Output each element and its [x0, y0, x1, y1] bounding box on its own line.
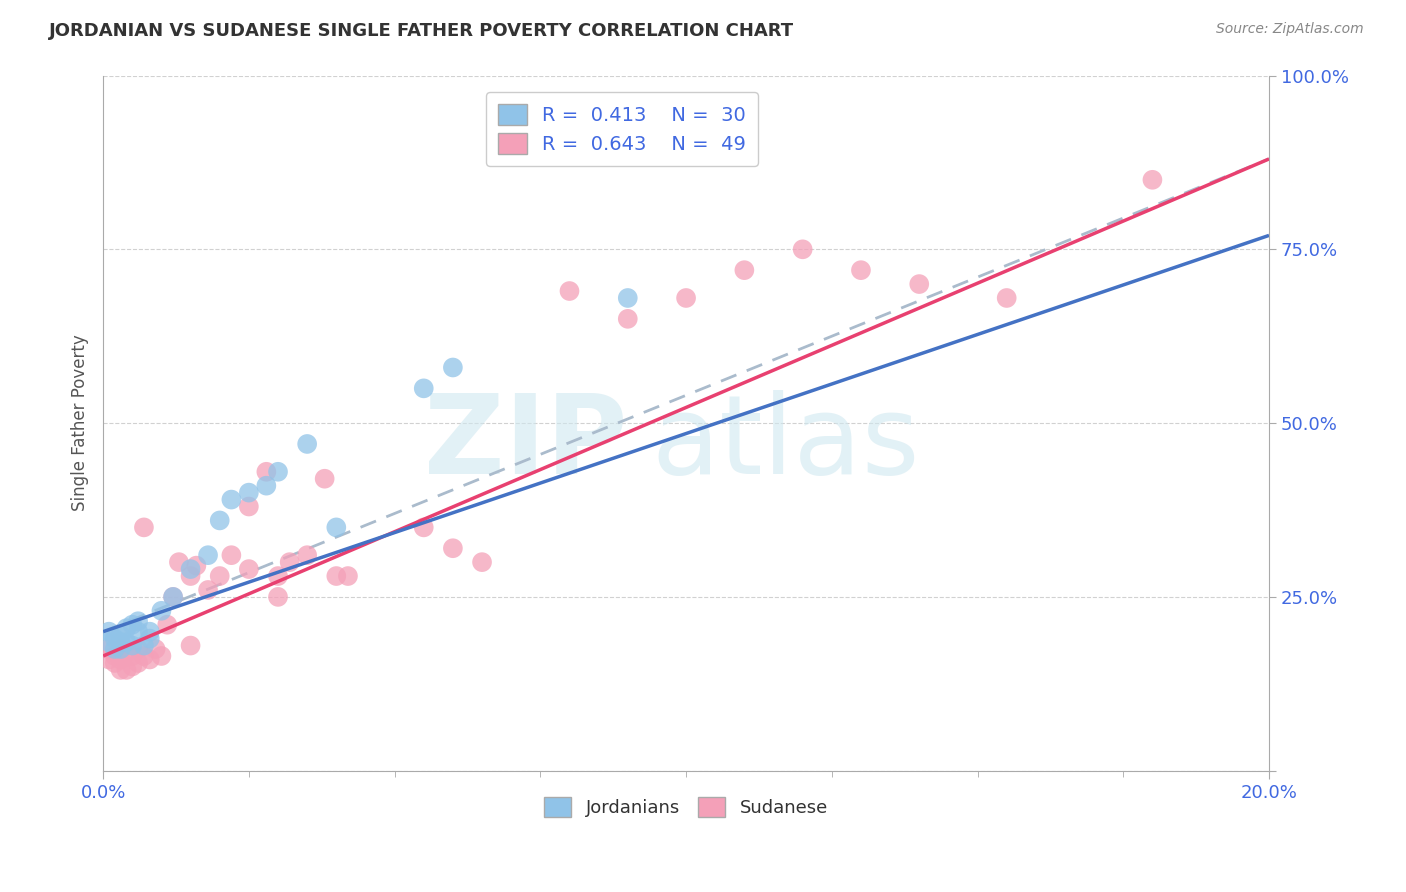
Point — [121, 659, 143, 673]
Point — [616, 311, 638, 326]
Point — [278, 555, 301, 569]
Point — [314, 472, 336, 486]
Point — [97, 624, 120, 639]
Point — [127, 624, 149, 639]
Point — [336, 569, 359, 583]
Legend: Jordanians, Sudanese: Jordanians, Sudanese — [537, 790, 835, 824]
Point — [908, 277, 931, 291]
Point — [110, 628, 132, 642]
Point — [150, 604, 173, 618]
Point — [197, 548, 219, 562]
Point — [110, 642, 132, 657]
Point — [186, 558, 208, 573]
Y-axis label: Single Father Poverty: Single Father Poverty — [72, 334, 89, 511]
Point — [150, 648, 173, 663]
Point — [441, 360, 464, 375]
Point — [139, 652, 162, 666]
Point — [267, 569, 290, 583]
Point — [208, 513, 231, 527]
Point — [471, 555, 494, 569]
Point — [115, 646, 138, 660]
Text: ZIP: ZIP — [425, 391, 627, 498]
Point — [254, 478, 277, 492]
Point — [197, 582, 219, 597]
Point — [325, 520, 347, 534]
Point — [180, 639, 202, 653]
Point — [180, 569, 202, 583]
Point — [733, 263, 755, 277]
Point — [97, 642, 120, 657]
Point — [162, 590, 184, 604]
Point — [995, 291, 1018, 305]
Point — [162, 590, 184, 604]
Point — [104, 656, 127, 670]
Point — [97, 652, 120, 666]
Point — [110, 635, 132, 649]
Point — [110, 663, 132, 677]
Point — [325, 569, 347, 583]
Point — [295, 437, 318, 451]
Point — [104, 642, 127, 657]
Point — [412, 520, 434, 534]
Point — [675, 291, 697, 305]
Point — [412, 381, 434, 395]
Point — [139, 624, 162, 639]
Point — [792, 242, 814, 256]
Point — [849, 263, 872, 277]
Point — [127, 614, 149, 628]
Point — [127, 642, 149, 657]
Point — [156, 617, 179, 632]
Point — [167, 555, 190, 569]
Point — [121, 648, 143, 663]
Point — [208, 569, 231, 583]
Point — [145, 642, 167, 657]
Point — [127, 656, 149, 670]
Point — [221, 492, 243, 507]
Point — [115, 621, 138, 635]
Point — [97, 635, 120, 649]
Text: atlas: atlas — [651, 391, 920, 498]
Text: JORDANIAN VS SUDANESE SINGLE FATHER POVERTY CORRELATION CHART: JORDANIAN VS SUDANESE SINGLE FATHER POVE… — [49, 22, 794, 40]
Point — [238, 562, 260, 576]
Point — [121, 639, 143, 653]
Point — [104, 632, 127, 646]
Point — [180, 562, 202, 576]
Point — [441, 541, 464, 556]
Point — [616, 291, 638, 305]
Point — [121, 617, 143, 632]
Point — [238, 485, 260, 500]
Point — [558, 284, 581, 298]
Text: Source: ZipAtlas.com: Source: ZipAtlas.com — [1216, 22, 1364, 37]
Point — [132, 648, 155, 663]
Point — [238, 500, 260, 514]
Point — [132, 639, 155, 653]
Point — [115, 663, 138, 677]
Point — [1142, 173, 1164, 187]
Point — [254, 465, 277, 479]
Point — [139, 632, 162, 646]
Point — [115, 635, 138, 649]
Point — [221, 548, 243, 562]
Point — [267, 590, 290, 604]
Point — [110, 652, 132, 666]
Point — [132, 520, 155, 534]
Point — [104, 648, 127, 663]
Point — [295, 548, 318, 562]
Point — [267, 465, 290, 479]
Point — [110, 642, 132, 657]
